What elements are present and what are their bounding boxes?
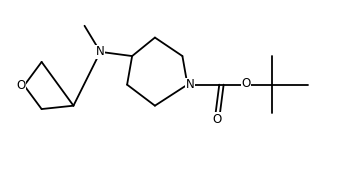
- Text: O: O: [16, 79, 25, 92]
- Text: N: N: [186, 78, 194, 91]
- Text: N: N: [96, 45, 105, 58]
- Text: O: O: [241, 77, 251, 90]
- Text: O: O: [213, 113, 222, 126]
